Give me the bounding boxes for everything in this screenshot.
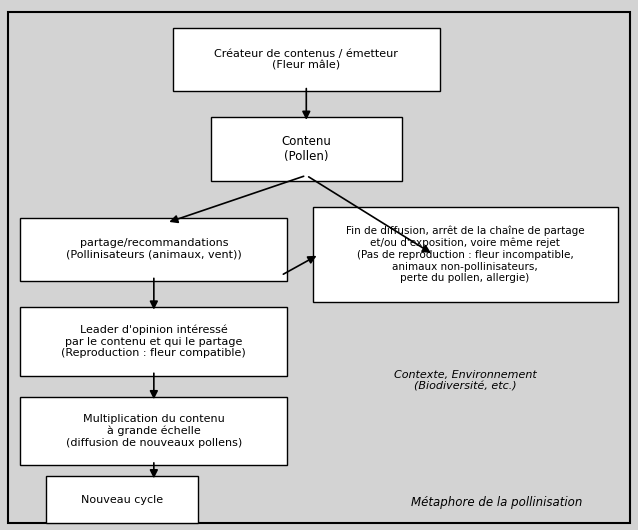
FancyBboxPatch shape — [20, 397, 287, 465]
FancyBboxPatch shape — [20, 217, 287, 281]
Text: partage/recommandations
(Pollinisateurs (animaux, vent)): partage/recommandations (Pollinisateurs … — [66, 238, 242, 260]
Text: Fin de diffusion, arrêt de la chaîne de partage
et/ou d'exposition, voire même r: Fin de diffusion, arrêt de la chaîne de … — [346, 226, 584, 283]
FancyBboxPatch shape — [211, 117, 401, 181]
Text: Leader d'opinion intéressé
par le contenu et qui le partage
(Reproduction : fleu: Leader d'opinion intéressé par le conten… — [61, 324, 246, 358]
Text: Nouveau cycle: Nouveau cycle — [81, 494, 163, 505]
Text: Métaphore de la pollinisation: Métaphore de la pollinisation — [411, 496, 582, 509]
FancyBboxPatch shape — [313, 207, 618, 302]
FancyBboxPatch shape — [20, 307, 287, 376]
FancyBboxPatch shape — [46, 476, 198, 523]
Text: Multiplication du contenu
à grande échelle
(diffusion de nouveaux pollens): Multiplication du contenu à grande échel… — [66, 414, 242, 448]
FancyBboxPatch shape — [173, 28, 440, 91]
FancyBboxPatch shape — [8, 12, 630, 523]
Text: Créateur de contenus / émetteur
(Fleur mâle): Créateur de contenus / émetteur (Fleur m… — [214, 49, 398, 70]
Text: Contexte, Environnement
(Biodiversité, etc.): Contexte, Environnement (Biodiversité, e… — [394, 370, 537, 392]
Text: Contenu
(Pollen): Contenu (Pollen) — [281, 135, 331, 163]
